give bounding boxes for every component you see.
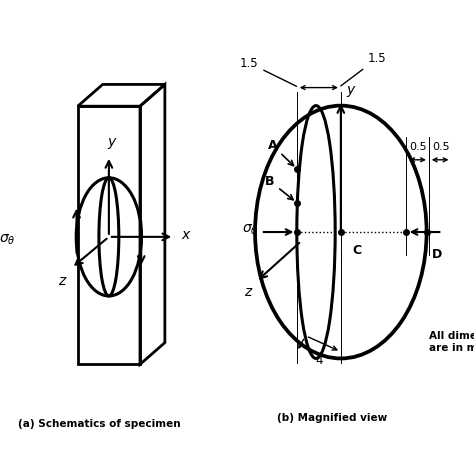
Text: (b) Magnified view: (b) Magnified view [277, 413, 387, 423]
Text: y: y [107, 135, 116, 148]
Text: 1.5: 1.5 [341, 52, 386, 86]
Text: A: A [267, 138, 293, 165]
Text: x: x [182, 228, 190, 242]
Text: 0.5: 0.5 [433, 142, 450, 152]
Text: All dimensions
are in mm: All dimensions are in mm [429, 331, 474, 353]
Text: B: B [265, 174, 293, 200]
Text: 0.5: 0.5 [409, 142, 427, 152]
Text: (a) Schematics of specimen: (a) Schematics of specimen [18, 419, 181, 429]
Text: $\sigma_\theta$: $\sigma_\theta$ [242, 223, 258, 237]
Text: 4: 4 [316, 354, 323, 367]
Text: 1.5: 1.5 [240, 56, 297, 86]
Text: C: C [352, 244, 361, 256]
Ellipse shape [100, 178, 118, 295]
Ellipse shape [298, 107, 334, 357]
Text: z: z [245, 285, 252, 299]
Text: y: y [346, 82, 355, 97]
Text: $\sigma_\theta$: $\sigma_\theta$ [0, 233, 16, 247]
Text: z: z [58, 274, 65, 288]
Text: D: D [432, 248, 442, 261]
